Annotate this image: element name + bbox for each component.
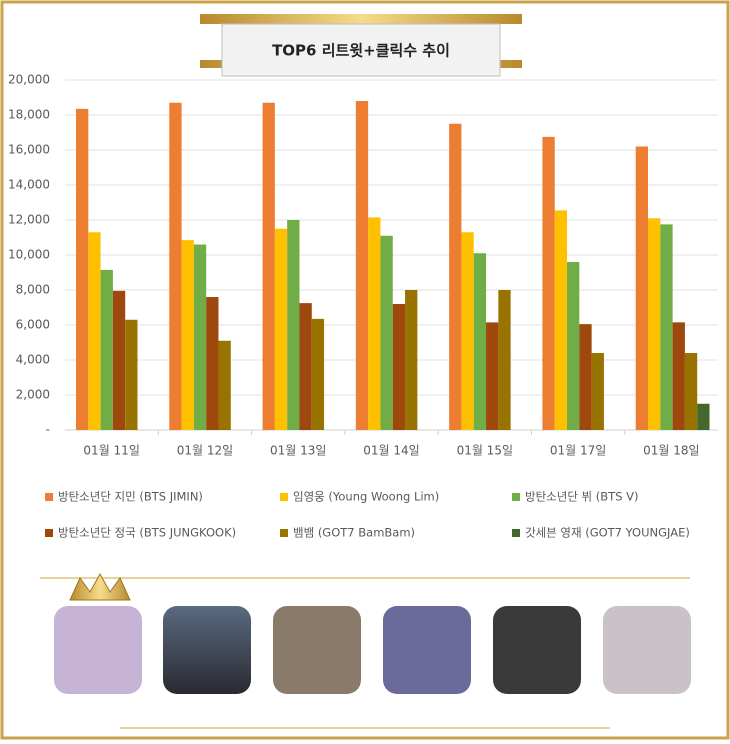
bar — [287, 220, 300, 430]
bar — [380, 235, 393, 430]
photo — [163, 606, 251, 694]
y-tick-label: 12,000 — [8, 213, 50, 227]
y-tick-label: 20,000 — [8, 73, 50, 87]
bar — [486, 322, 499, 430]
bar — [567, 262, 580, 430]
bar — [125, 319, 138, 430]
bar — [311, 318, 325, 430]
photo — [603, 606, 691, 694]
x-tick-label: 01월 17일 — [550, 444, 606, 458]
legend-swatch — [280, 529, 288, 537]
y-tick-label: - — [46, 423, 50, 437]
bar — [473, 253, 487, 430]
bar — [392, 304, 406, 430]
bar — [449, 123, 462, 430]
legend-label: 임영웅 (Young Woong Lim) — [293, 490, 439, 504]
x-tick-label: 01월 14일 — [363, 444, 419, 458]
bar — [88, 232, 101, 430]
legend-swatch — [280, 493, 288, 501]
bar — [635, 146, 649, 430]
bar — [299, 303, 312, 430]
plot: - 2,000 4,000 6,000 8,000 10,000 12,000 14,000 1… — [8, 73, 718, 540]
y-tick-label: 18,000 — [8, 108, 50, 122]
legend-swatch — [45, 493, 53, 501]
legend-label: 뱀뱀 (GOT7 BamBam) — [293, 526, 415, 540]
bar — [542, 136, 555, 430]
bar — [498, 290, 511, 430]
bar — [206, 297, 219, 430]
bar — [461, 232, 474, 430]
bar — [355, 101, 369, 430]
legend-swatch — [512, 493, 520, 501]
bar — [100, 269, 113, 430]
legend-label: 방탄소년단 뷔 (BTS V) — [525, 490, 639, 504]
bar — [697, 403, 710, 430]
x-tick-label: 01월 12일 — [177, 444, 233, 458]
photos — [54, 606, 691, 694]
bar — [169, 102, 182, 430]
photo — [493, 606, 581, 694]
y-tick-label: 4,000 — [16, 353, 50, 367]
y-tick-label: 16,000 — [8, 143, 50, 157]
bar — [193, 244, 207, 430]
y-tick-label: 2,000 — [16, 388, 50, 402]
y-tick-label: 14,000 — [8, 178, 50, 192]
bar — [112, 290, 126, 430]
bar — [591, 353, 604, 430]
bar — [648, 218, 661, 430]
bar — [405, 290, 418, 430]
x-tick-label: 01월 15일 — [457, 444, 513, 458]
photo — [383, 606, 471, 694]
x-tick-label: 01월 13일 — [270, 444, 326, 458]
legend-label: 방탄소년단 지민 (BTS JIMIN) — [58, 490, 203, 504]
bar — [660, 224, 673, 430]
bar — [554, 210, 568, 430]
bar — [274, 228, 288, 430]
banner-ribbon — [200, 14, 522, 24]
bar — [368, 217, 381, 430]
bar — [218, 340, 231, 430]
legend-label: 갓세븐 영재 (GOT7 YOUNGJAE) — [525, 526, 690, 540]
bar — [684, 353, 698, 430]
x-tick-label: 01월 11일 — [83, 444, 139, 458]
bar — [181, 240, 194, 430]
bar — [579, 324, 592, 430]
bar — [262, 102, 275, 430]
y-tick-label: 8,000 — [16, 283, 50, 297]
y-tick-label: 10,000 — [8, 248, 50, 262]
bar — [672, 322, 685, 430]
legend-swatch — [45, 529, 53, 537]
bar — [76, 108, 89, 430]
photo — [54, 606, 142, 694]
legend-label: 방탄소년단 정국 (BTS JUNGKOOK) — [58, 526, 236, 540]
title-banner — [221, 23, 501, 77]
crown — [69, 572, 131, 601]
x-tick-label: 01월 18일 — [643, 444, 699, 458]
photo — [273, 606, 361, 694]
legend-swatch — [512, 529, 520, 537]
y-tick-label: 6,000 — [16, 318, 50, 332]
chart-title: TOP6 리트윗+클릭수 추이 — [272, 42, 450, 60]
